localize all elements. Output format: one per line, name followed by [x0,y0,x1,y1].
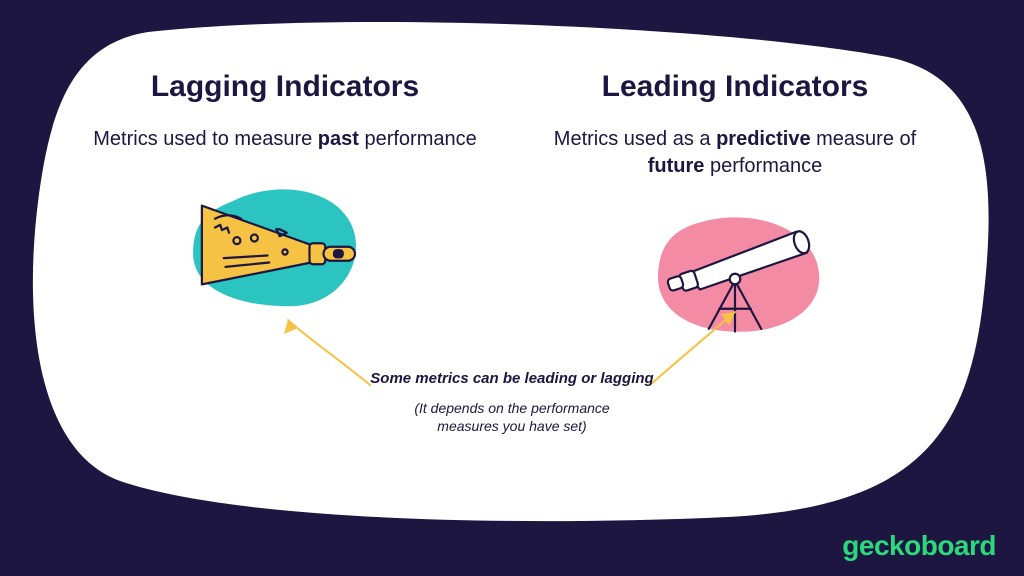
middle-line1: Some metrics can be leading or lagging [0,370,1024,387]
leading-title: Leading Indicators [530,70,940,104]
flashlight-icon [80,175,490,315]
telescope-icon [530,202,940,342]
columns-container: Lagging Indicators Metrics used to measu… [60,70,960,342]
lagging-description: Metrics used to measure past performance [80,126,490,153]
leading-description: Metrics used as a predictive measure of … [530,126,940,180]
leading-column: Leading Indicators Metrics used as a pre… [510,70,960,342]
lagging-column: Lagging Indicators Metrics used to measu… [60,70,510,342]
middle-note: Some metrics can be leading or lagging (… [0,370,1024,435]
middle-line2: (It depends on the performance measures … [0,399,1024,435]
lagging-title: Lagging Indicators [80,70,490,104]
brand-logo: geckoboard [842,530,996,562]
